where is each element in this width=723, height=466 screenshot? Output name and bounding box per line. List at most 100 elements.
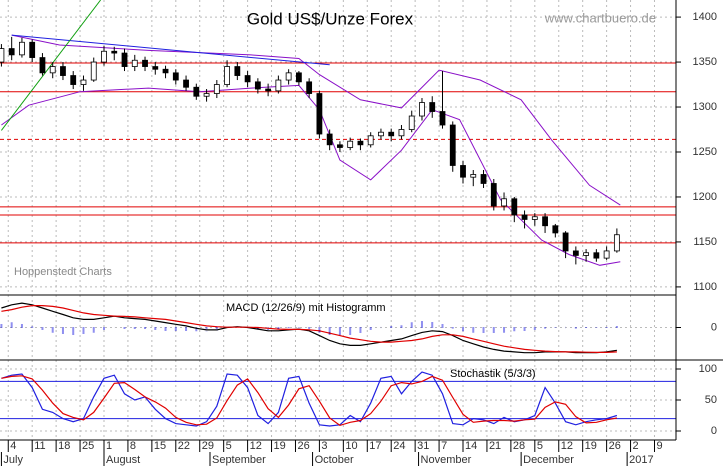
candle-body bbox=[316, 93, 323, 135]
y-tick-label: 0 bbox=[711, 321, 717, 333]
month-label: December bbox=[523, 454, 574, 466]
candle-body bbox=[244, 75, 251, 83]
candle-body bbox=[490, 183, 497, 207]
panel bbox=[0, 295, 676, 360]
x-tick-label: 31 bbox=[417, 440, 429, 452]
month-label: 2017 bbox=[629, 454, 653, 466]
series-line bbox=[1, 375, 618, 427]
candle-body bbox=[295, 72, 302, 83]
x-tick-label: 5 bbox=[537, 440, 543, 452]
x-tick-label: 9 bbox=[656, 440, 662, 452]
candle-body bbox=[603, 250, 610, 259]
source: www.chartbuero.de bbox=[544, 10, 656, 25]
candle-body bbox=[511, 198, 518, 216]
month-label: July bbox=[3, 454, 23, 466]
x-tick-label: 19 bbox=[274, 440, 286, 452]
x-tick-label: 3 bbox=[321, 440, 327, 452]
band-line bbox=[1, 84, 621, 266]
x-tick-label: 28 bbox=[513, 440, 525, 452]
x-tick-label: 2 bbox=[633, 440, 639, 452]
candle-body bbox=[378, 131, 384, 137]
candle-body bbox=[347, 140, 354, 148]
candle-body bbox=[80, 79, 87, 85]
candle-body bbox=[593, 252, 600, 259]
candle-body bbox=[101, 50, 107, 63]
annotation: Hoppenstedt Charts bbox=[14, 266, 112, 278]
candle-body bbox=[275, 79, 282, 92]
x-tick-label: 25 bbox=[82, 440, 94, 452]
candle-body bbox=[429, 102, 436, 112]
candle-body bbox=[183, 79, 189, 88]
candle-body bbox=[111, 50, 118, 54]
candle-body bbox=[29, 41, 36, 58]
candle-body bbox=[193, 86, 200, 97]
y-tick-label: 1300 bbox=[693, 101, 717, 113]
x-tick-label: 12 bbox=[561, 440, 573, 452]
candle-body bbox=[552, 225, 559, 234]
candle-body bbox=[142, 59, 148, 67]
candle-body bbox=[480, 174, 487, 184]
candle-body bbox=[0, 48, 5, 63]
candle-body bbox=[234, 66, 241, 76]
candle-body bbox=[572, 250, 579, 256]
candle-body bbox=[439, 111, 446, 126]
candle-body bbox=[367, 135, 374, 146]
band-line bbox=[11, 34, 621, 206]
x-tick-label: 1 bbox=[106, 440, 112, 452]
month-label: September bbox=[212, 454, 266, 466]
candle-body bbox=[306, 81, 313, 94]
candle-body bbox=[419, 102, 425, 117]
panel-title: Stochastik (5/3/3) bbox=[450, 368, 536, 380]
x-tick-label: 26 bbox=[609, 440, 621, 452]
candle-body bbox=[460, 165, 466, 178]
series-line bbox=[1, 305, 617, 353]
x-tick-label: 4 bbox=[10, 440, 16, 452]
chart-title: Gold US$/Unze Forex bbox=[247, 9, 414, 28]
y-tick-label: 50 bbox=[705, 394, 717, 406]
candle-body bbox=[121, 52, 128, 67]
x-tick-label: 5 bbox=[226, 440, 232, 452]
candle-body bbox=[357, 140, 364, 146]
series-line bbox=[1, 302, 617, 354]
candle-body bbox=[131, 59, 138, 67]
candle-body bbox=[521, 214, 528, 220]
candle-body bbox=[8, 48, 15, 56]
candle-body bbox=[49, 66, 56, 74]
candle-body bbox=[285, 72, 292, 81]
x-tick-label: 10 bbox=[345, 440, 357, 452]
candle-body bbox=[408, 115, 415, 130]
panel-title: MACD (12/26/9) mit Histogramm bbox=[226, 302, 386, 314]
x-tick-label: 19 bbox=[585, 440, 597, 452]
y-tick-label: 100 bbox=[699, 363, 717, 375]
y-tick-label: 1150 bbox=[693, 236, 717, 248]
candle-body bbox=[70, 75, 77, 85]
y-tick-label: 1250 bbox=[693, 146, 717, 158]
candle-body bbox=[542, 216, 548, 227]
candle-body bbox=[337, 144, 343, 148]
candle-body bbox=[224, 66, 230, 85]
candle-body bbox=[152, 66, 159, 70]
candle-body bbox=[172, 72, 179, 81]
x-tick-label: 17 bbox=[369, 440, 381, 452]
y-tick-label: 1100 bbox=[693, 281, 717, 293]
candle-body bbox=[326, 133, 333, 146]
candle-body bbox=[583, 252, 590, 256]
candle-body bbox=[39, 57, 46, 74]
panel bbox=[0, 0, 676, 295]
trend-line bbox=[1, 0, 101, 131]
x-tick-label: 22 bbox=[178, 440, 190, 452]
candle-body bbox=[265, 88, 272, 92]
y-tick-label: 0 bbox=[711, 425, 717, 437]
x-tick-label: 18 bbox=[58, 440, 70, 452]
candle-body bbox=[449, 124, 456, 166]
month-label: October bbox=[315, 454, 354, 466]
x-tick-label: 7 bbox=[441, 440, 447, 452]
candle-body bbox=[531, 216, 538, 220]
x-tick-label: 14 bbox=[465, 440, 477, 452]
candle-body bbox=[501, 198, 507, 207]
x-tick-label: 15 bbox=[154, 440, 166, 452]
candle-body bbox=[470, 174, 477, 178]
x-tick-label: 29 bbox=[202, 440, 214, 452]
